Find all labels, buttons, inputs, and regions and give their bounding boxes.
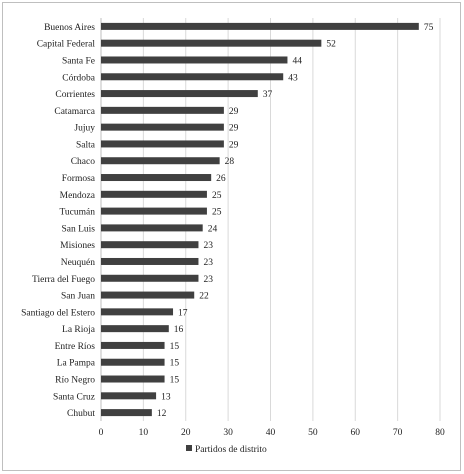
category-label: Tierra del Fuego: [32, 275, 95, 285]
data-label: 75: [424, 23, 434, 33]
data-label: 52: [326, 40, 336, 50]
category-label: La Pampa: [57, 359, 96, 369]
bar: [101, 22, 419, 30]
data-label: 28: [225, 157, 235, 167]
bar: [101, 224, 203, 232]
data-label: 12: [157, 409, 167, 419]
category-label: Córdoba: [62, 73, 96, 83]
category-label: La Rioja: [62, 325, 96, 335]
data-label: 37: [263, 90, 273, 100]
category-label: Río Negro: [55, 376, 95, 386]
x-tick-label: 10: [139, 428, 149, 438]
data-label: 26: [216, 174, 226, 184]
category-label: Misiones: [60, 241, 95, 251]
data-label: 22: [199, 292, 209, 302]
category-label: Jujuy: [74, 124, 95, 134]
category-label: Capital Federal: [37, 40, 96, 50]
bar: [101, 157, 220, 165]
category-label: Mendoza: [60, 191, 96, 201]
bar: [101, 325, 169, 333]
data-label: 13: [161, 392, 171, 402]
bar: [101, 375, 165, 383]
bar: [101, 358, 165, 366]
category-label: Chaco: [71, 157, 96, 167]
bar: [101, 106, 224, 114]
category-label: Santa Fe: [62, 56, 95, 66]
data-label: 43: [288, 73, 298, 83]
bar: [101, 207, 207, 215]
data-label: 17: [178, 308, 188, 318]
category-label: Formosa: [62, 174, 96, 184]
data-label: 29: [229, 140, 239, 150]
bar: [101, 274, 199, 282]
x-tick-label: 40: [266, 428, 276, 438]
bar: [101, 392, 157, 400]
bar: [101, 308, 174, 316]
data-label: 15: [170, 376, 180, 386]
bar: [101, 73, 284, 81]
bar: [101, 409, 152, 417]
category-label: Corrientes: [55, 90, 95, 100]
x-tick-label: 60: [351, 428, 361, 438]
bar: [101, 241, 199, 249]
data-label: 23: [203, 258, 213, 268]
x-tick-label: 20: [181, 428, 191, 438]
data-label: 24: [208, 224, 218, 234]
bar: [101, 257, 199, 265]
category-label: Tucumán: [59, 208, 95, 218]
x-tick-label: 80: [435, 428, 445, 438]
category-label: Neuquén: [61, 258, 96, 268]
data-label: 25: [212, 191, 222, 201]
legend-label: Partidos de distrito: [195, 445, 267, 455]
category-label: Entre Ríos: [55, 342, 96, 352]
category-label: Santiago del Estero: [21, 308, 95, 318]
bar: [101, 174, 212, 182]
bar: [101, 341, 165, 349]
bar: [101, 291, 195, 299]
data-label: 23: [203, 275, 213, 285]
bar: [101, 190, 207, 198]
x-tick-label: 50: [308, 428, 318, 438]
x-tick-label: 30: [223, 428, 233, 438]
data-label: 29: [229, 124, 239, 134]
bar: [101, 140, 224, 148]
bar: [101, 123, 224, 131]
x-tick-label: 70: [393, 428, 403, 438]
bar: [101, 56, 288, 64]
data-label: 29: [229, 107, 239, 117]
bar: [101, 90, 258, 98]
x-tick-label: 0: [99, 428, 104, 438]
category-label: San Juan: [61, 292, 95, 302]
data-label: 23: [203, 241, 213, 251]
bar: [101, 39, 322, 47]
category-label: Salta: [76, 140, 96, 150]
category-label: Santa Cruz: [53, 392, 95, 402]
data-label: 15: [170, 359, 180, 369]
legend-swatch: [186, 445, 192, 451]
chart-frame: [2, 2, 461, 471]
data-label: 16: [174, 325, 184, 335]
data-label: 44: [292, 56, 302, 66]
category-label: Catamarca: [54, 107, 95, 117]
data-label: 15: [170, 342, 180, 352]
data-label: 25: [212, 208, 222, 218]
category-label: San Luis: [61, 224, 95, 234]
category-label: Chubut: [67, 409, 95, 419]
category-label: Buenos Aires: [44, 23, 95, 33]
